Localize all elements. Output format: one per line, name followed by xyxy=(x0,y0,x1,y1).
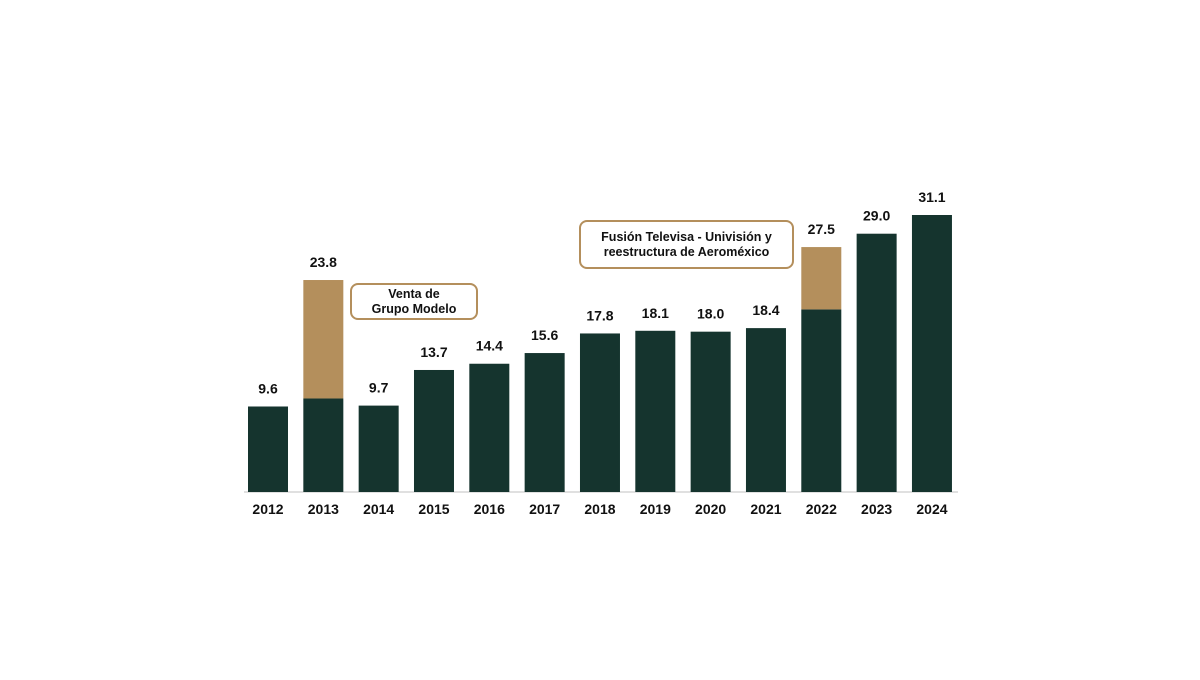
x-tick-label-2019: 2019 xyxy=(640,501,671,517)
value-label-2018: 17.8 xyxy=(586,307,613,323)
bar-2024 xyxy=(911,215,952,492)
annotation-televisa-line-1: Fusión Televisa - Univisión y xyxy=(601,229,772,244)
value-label-2015: 13.7 xyxy=(420,344,447,360)
bar-extraordinary-2022 xyxy=(801,247,842,310)
x-tick-label-2017: 2017 xyxy=(529,501,560,517)
bar-2021 xyxy=(745,328,786,492)
value-label-2012: 9.6 xyxy=(258,380,278,396)
bar-2016 xyxy=(469,363,510,492)
value-label-2014: 9.7 xyxy=(369,380,389,396)
bar-extraordinary-2013 xyxy=(303,280,344,399)
x-tick-label-2015: 2015 xyxy=(418,501,449,517)
bar-2014 xyxy=(358,405,399,492)
x-tick-label-2023: 2023 xyxy=(861,501,892,517)
x-tick-label-2013: 2013 xyxy=(308,501,339,517)
bar-2015 xyxy=(413,369,454,492)
value-label-2023: 29.0 xyxy=(863,208,890,224)
bar-2020 xyxy=(690,331,731,492)
annotation-grupo-modelo-line-1: Venta de xyxy=(388,286,440,301)
annotation-televisa-line-2: reestructura de Aeroméxico xyxy=(603,244,770,259)
x-tick-label-2022: 2022 xyxy=(806,501,837,517)
x-tick-label-2018: 2018 xyxy=(584,501,615,517)
value-label-2020: 18.0 xyxy=(697,306,724,322)
x-tick-label-2020: 2020 xyxy=(695,501,726,517)
x-tick-label-2014: 2014 xyxy=(363,501,394,517)
value-label-2024: 31.1 xyxy=(918,189,945,205)
bars-group xyxy=(248,215,952,493)
annotation-televisa-univision: Fusión Televisa - Univisión y reestructu… xyxy=(579,220,794,269)
x-tick-label-2021: 2021 xyxy=(750,501,781,517)
x-tick-labels-group: 2012 2013 2014 2015 2016 2017 2018 2019 2020 2021… xyxy=(252,501,947,517)
value-labels-group: 9.6 23.8 9.7 13.7 14.4 15.6 17.8 18.1 18.0 18.4 27… xyxy=(258,189,946,396)
value-label-2022: 27.5 xyxy=(808,221,835,237)
value-label-2017: 15.6 xyxy=(531,327,558,343)
x-tick-label-2016: 2016 xyxy=(474,501,505,517)
bar-2017 xyxy=(524,353,565,492)
bar-2023 xyxy=(856,233,897,493)
annotation-grupo-modelo-line-2: Grupo Modelo xyxy=(371,301,457,316)
bar-2022 xyxy=(801,309,842,492)
bar-2019 xyxy=(635,330,676,492)
value-label-2021: 18.4 xyxy=(752,302,779,318)
x-tick-label-2012: 2012 xyxy=(252,501,283,517)
value-label-2016: 14.4 xyxy=(476,338,503,354)
x-tick-label-2024: 2024 xyxy=(916,501,947,517)
value-label-2019: 18.1 xyxy=(642,305,669,321)
bar-2018 xyxy=(579,333,620,492)
bar-2013 xyxy=(303,398,344,492)
annotation-grupo-modelo: Venta de Grupo Modelo xyxy=(350,283,478,320)
bar-2012 xyxy=(248,406,288,492)
value-label-2013: 23.8 xyxy=(310,254,337,270)
